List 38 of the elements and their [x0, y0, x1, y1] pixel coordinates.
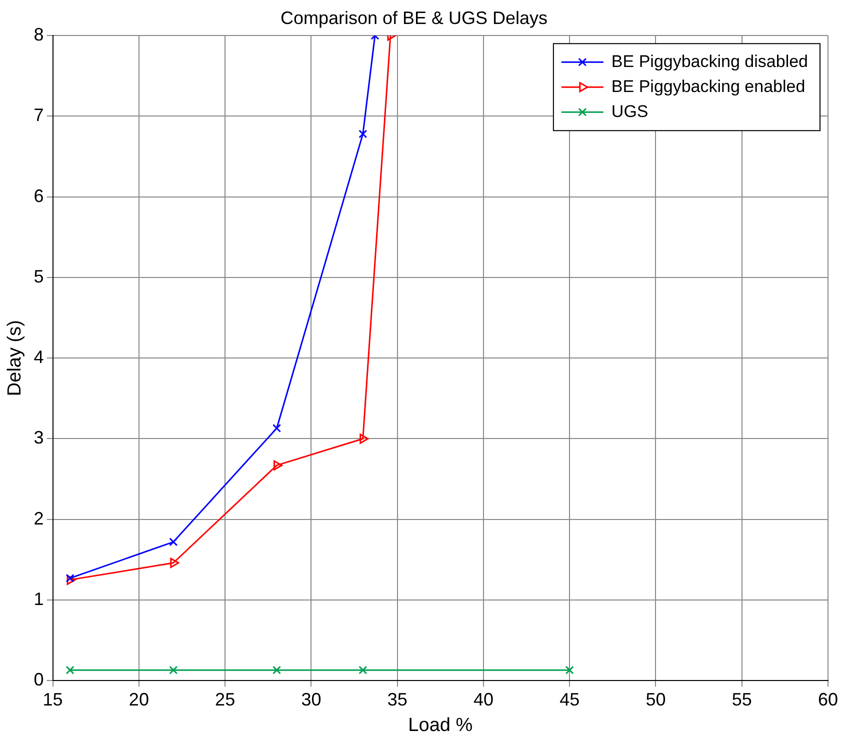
- x-tick-label: 55: [732, 689, 752, 710]
- y-tick-label: 3: [34, 428, 44, 448]
- point: [565, 666, 574, 674]
- y-axis-title: Delay (s): [4, 320, 26, 396]
- point: [360, 434, 369, 444]
- legend-label: UGS: [611, 102, 648, 121]
- x-tick-label: 45: [560, 689, 580, 710]
- y-tick-label: 5: [34, 266, 44, 286]
- x-tick-label: 30: [301, 689, 322, 710]
- y-tick-label: 2: [34, 508, 44, 528]
- point: [170, 558, 180, 568]
- point: [272, 666, 282, 674]
- y-tick-label: 1: [34, 588, 44, 609]
- legend-label: BE Piggybacking enabled: [611, 76, 806, 96]
- legend-label: BE Piggybacking disabled: [611, 52, 808, 71]
- x-tick-label: 35: [387, 689, 408, 710]
- y-tick-label: 0: [34, 670, 44, 690]
- chart-title: Comparison of BE & UGS Delays: [280, 8, 548, 28]
- y-tick-label: 8: [34, 24, 44, 45]
- point: [358, 130, 368, 138]
- y-tick-label: 7: [34, 105, 44, 126]
- point: [66, 666, 74, 674]
- x-tick-label: 40: [473, 689, 494, 710]
- y-tick-label: 4: [34, 347, 44, 368]
- point: [66, 574, 74, 582]
- point: [169, 538, 178, 546]
- x-tick-label: 15: [42, 689, 63, 710]
- point: [274, 460, 283, 470]
- point: [358, 666, 368, 674]
- point: [66, 574, 76, 585]
- x-tick-label: 60: [818, 689, 838, 710]
- point: [169, 666, 178, 674]
- x-tick-label: 20: [128, 689, 149, 710]
- x-axis-title: Load %: [408, 714, 473, 736]
- point: [272, 424, 282, 433]
- x-tick-label: 25: [215, 689, 236, 710]
- y-tick-label: 6: [34, 186, 44, 206]
- x-tick-label: 50: [646, 689, 666, 710]
